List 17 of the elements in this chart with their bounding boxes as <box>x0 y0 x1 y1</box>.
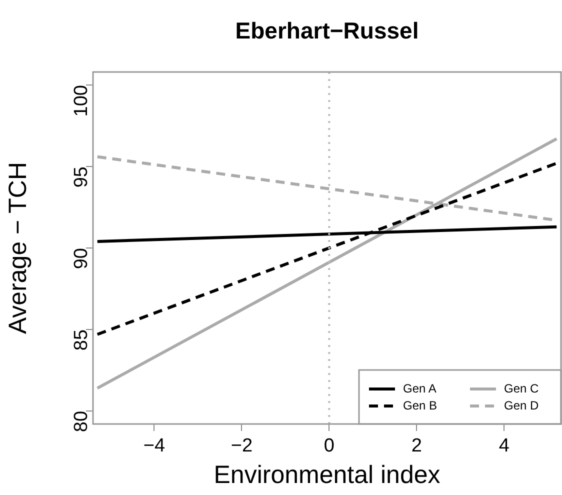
y-axis-title: Average − TCH <box>4 162 32 334</box>
x-tick-label: −2 <box>230 436 253 457</box>
legend-label: Gen D <box>504 398 540 412</box>
y-tick-label: 90 <box>71 248 92 270</box>
legend-label: Gen C <box>504 381 540 396</box>
y-tick-label: 95 <box>71 166 92 188</box>
x-tick-label: 0 <box>324 436 334 457</box>
x-tick-label: 2 <box>411 436 422 457</box>
chart-title: Eberhart−Russel <box>235 17 419 44</box>
legend-label: Gen B <box>403 398 438 412</box>
x-tick-label: −4 <box>143 436 166 457</box>
x-tick-label: 4 <box>498 436 510 457</box>
y-tick-label: 85 <box>71 329 92 351</box>
y-tick-label: 80 <box>71 410 92 432</box>
y-tick-label: 100 <box>71 85 92 117</box>
x-axis-title: Environmental index <box>214 460 441 489</box>
legend-label: Gen A <box>403 381 436 396</box>
